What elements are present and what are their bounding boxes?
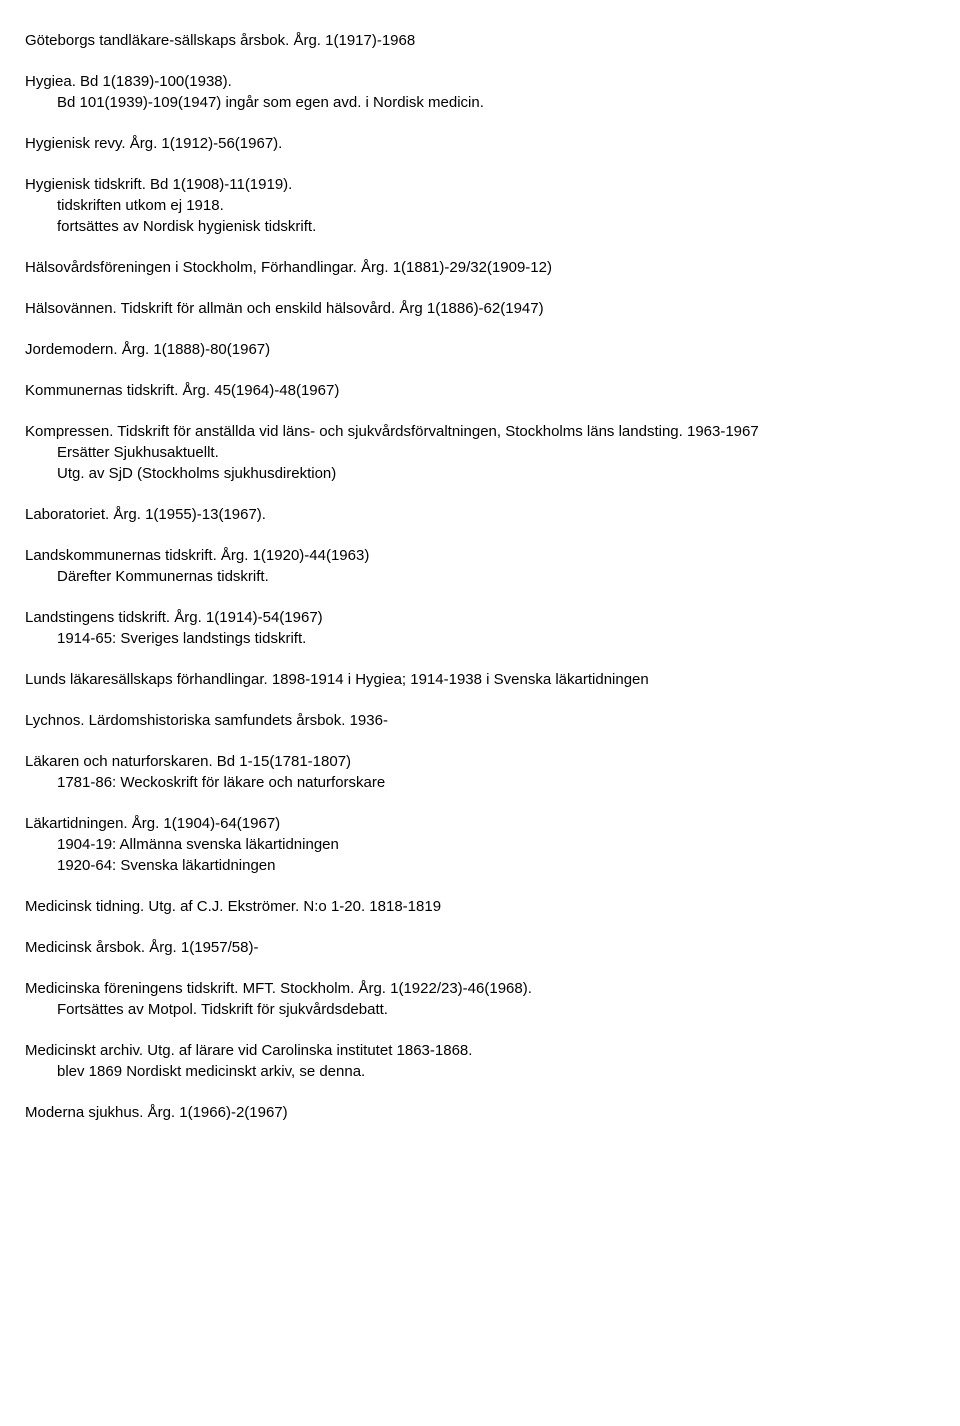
entry-note: fortsättes av Nordisk hygienisk tidskrif… <box>25 216 935 237</box>
bibliography-entry: Läkaren och naturforskaren. Bd 1-15(1781… <box>25 751 935 793</box>
bibliography-entry: Jordemodern. Årg. 1(1888)-80(1967) <box>25 339 935 360</box>
entry-title: Hygienisk tidskrift. Bd 1(1908)-11(1919)… <box>25 174 935 195</box>
entry-title: Kommunernas tidskrift. Årg. 45(1964)-48(… <box>25 380 935 401</box>
entry-note: 1904-19: Allmänna svenska läkartidningen <box>25 834 935 855</box>
entry-title: Göteborgs tandläkare-sällskaps årsbok. Å… <box>25 30 935 51</box>
entry-title: Lunds läkaresällskaps förhandlingar. 189… <box>25 669 935 690</box>
bibliography-entry: Hygienisk revy. Årg. 1(1912)-56(1967). <box>25 133 935 154</box>
entry-title: Medicinsk tidning. Utg. af C.J. Ekströme… <box>25 896 935 917</box>
bibliography-entry: Medicinskt archiv. Utg. af lärare vid Ca… <box>25 1040 935 1082</box>
bibliography-entry: Lychnos. Lärdomshistoriska samfundets år… <box>25 710 935 731</box>
entry-note: blev 1869 Nordiskt medicinskt arkiv, se … <box>25 1061 935 1082</box>
entry-title: Medicinska föreningens tidskrift. MFT. S… <box>25 978 935 999</box>
entry-title: Hälsovårdsföreningen i Stockholm, Förhan… <box>25 257 935 278</box>
bibliography-entry: Moderna sjukhus. Årg. 1(1966)-2(1967) <box>25 1102 935 1123</box>
entry-note: Fortsättes av Motpol. Tidskrift för sjuk… <box>25 999 935 1020</box>
bibliography-entry: Lunds läkaresällskaps förhandlingar. 189… <box>25 669 935 690</box>
entry-note: tidskriften utkom ej 1918. <box>25 195 935 216</box>
entry-title: Kompressen. Tidskrift för anställda vid … <box>25 421 935 442</box>
entry-title: Laboratoriet. Årg. 1(1955)-13(1967). <box>25 504 935 525</box>
entry-title: Läkaren och naturforskaren. Bd 1-15(1781… <box>25 751 935 772</box>
entry-title: Medicinskt archiv. Utg. af lärare vid Ca… <box>25 1040 935 1061</box>
bibliography-entry: Göteborgs tandläkare-sällskaps årsbok. Å… <box>25 30 935 51</box>
entry-note: 1781-86: Weckoskrift för läkare och natu… <box>25 772 935 793</box>
bibliography-entry: Kompressen. Tidskrift för anställda vid … <box>25 421 935 484</box>
entry-title: Jordemodern. Årg. 1(1888)-80(1967) <box>25 339 935 360</box>
entry-title: Lychnos. Lärdomshistoriska samfundets år… <box>25 710 935 731</box>
bibliography-entry: Hälsovårdsföreningen i Stockholm, Förhan… <box>25 257 935 278</box>
bibliography-entry: Landskommunernas tidskrift. Årg. 1(1920)… <box>25 545 935 587</box>
bibliography-entry: Medicinska föreningens tidskrift. MFT. S… <box>25 978 935 1020</box>
entry-title: Medicinsk årsbok. Årg. 1(1957/58)- <box>25 937 935 958</box>
bibliography-entry: Hygienisk tidskrift. Bd 1(1908)-11(1919)… <box>25 174 935 237</box>
entry-title: Moderna sjukhus. Årg. 1(1966)-2(1967) <box>25 1102 935 1123</box>
entry-note: 1914-65: Sveriges landstings tidskrift. <box>25 628 935 649</box>
entry-note: Ersätter Sjukhusaktuellt. <box>25 442 935 463</box>
document-content: Göteborgs tandläkare-sällskaps årsbok. Å… <box>25 30 935 1123</box>
entry-title: Landskommunernas tidskrift. Årg. 1(1920)… <box>25 545 935 566</box>
entry-note: Därefter Kommunernas tidskrift. <box>25 566 935 587</box>
entry-note: Utg. av SjD (Stockholms sjukhusdirektion… <box>25 463 935 484</box>
bibliography-entry: Laboratoriet. Årg. 1(1955)-13(1967). <box>25 504 935 525</box>
bibliography-entry: Hygiea. Bd 1(1839)-100(1938).Bd 101(1939… <box>25 71 935 113</box>
entry-title: Hygienisk revy. Årg. 1(1912)-56(1967). <box>25 133 935 154</box>
bibliography-entry: Landstingens tidskrift. Årg. 1(1914)-54(… <box>25 607 935 649</box>
entry-title: Läkartidningen. Årg. 1(1904)-64(1967) <box>25 813 935 834</box>
entry-note: Bd 101(1939)-109(1947) ingår som egen av… <box>25 92 935 113</box>
bibliography-entry: Hälsovännen. Tidskrift för allmän och en… <box>25 298 935 319</box>
entry-title: Hälsovännen. Tidskrift för allmän och en… <box>25 298 935 319</box>
entry-title: Landstingens tidskrift. Årg. 1(1914)-54(… <box>25 607 935 628</box>
bibliography-entry: Kommunernas tidskrift. Årg. 45(1964)-48(… <box>25 380 935 401</box>
bibliography-entry: Medicinsk tidning. Utg. af C.J. Ekströme… <box>25 896 935 917</box>
entry-note: 1920-64: Svenska läkartidningen <box>25 855 935 876</box>
bibliography-entry: Medicinsk årsbok. Årg. 1(1957/58)- <box>25 937 935 958</box>
entry-title: Hygiea. Bd 1(1839)-100(1938). <box>25 71 935 92</box>
bibliography-entry: Läkartidningen. Årg. 1(1904)-64(1967)190… <box>25 813 935 876</box>
